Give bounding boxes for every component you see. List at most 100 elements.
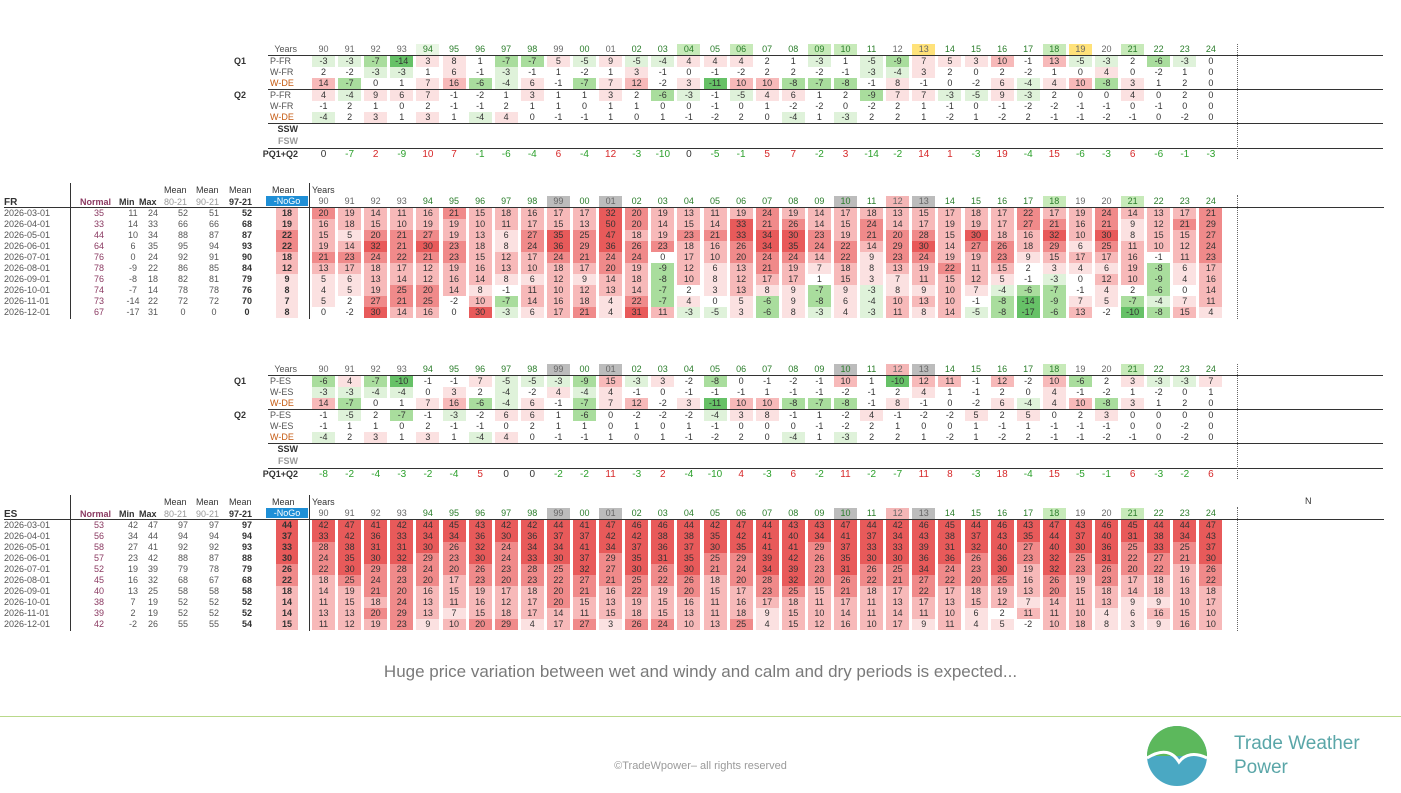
table-cell: 26: [860, 564, 884, 575]
table-cell: 42: [703, 520, 727, 531]
table-cell: 35: [703, 531, 727, 542]
table-cell: -8: [990, 296, 1014, 307]
row-value: 52: [208, 608, 219, 618]
pq-value: -6: [1154, 149, 1164, 160]
top-es-cell: -2: [781, 376, 805, 387]
table-cell: 18: [834, 263, 857, 274]
pq-value: 6: [1129, 149, 1136, 160]
col-head: Min: [119, 197, 135, 207]
top-fr-cell: 3: [416, 112, 440, 123]
table-cell: 12: [1095, 274, 1118, 285]
top-fr-cell: 2: [781, 67, 805, 78]
row-value: 44: [147, 531, 158, 541]
top-es-cell: 12: [625, 398, 649, 409]
table-cell: 42: [781, 553, 805, 564]
table-cell: 15: [1147, 230, 1171, 241]
top-es-cell: 1: [625, 421, 649, 432]
table-cell: 29: [494, 619, 518, 630]
ssw-label: SSW: [277, 124, 298, 134]
top-fr-cell: -4: [468, 112, 492, 123]
col-head: 90-21: [196, 197, 220, 207]
table-cell: 24: [938, 564, 962, 575]
table-cell: 18: [860, 208, 884, 219]
table-cell: 13: [364, 274, 388, 285]
table-cell: 25: [1121, 542, 1145, 553]
year-label: 19: [1075, 508, 1086, 518]
top-fr-cell: -2: [990, 112, 1014, 123]
table-cell: 41: [755, 542, 779, 553]
top-es-cell: 2: [1173, 398, 1197, 409]
top-es-cell: 1: [860, 376, 884, 387]
top-fr-cell: 6: [390, 90, 414, 101]
q1-label: Q1: [234, 376, 247, 386]
row-value: 56: [93, 531, 104, 541]
year-label: 09: [807, 44, 831, 55]
table-cell: 19: [625, 597, 649, 608]
table-cell: 22: [546, 575, 570, 586]
row-date: 2026-09-01: [4, 586, 51, 596]
top-es-cell: 1: [677, 421, 701, 432]
top-es-cell: -2: [938, 410, 962, 421]
year-label: 97: [501, 196, 512, 206]
table-cell: 24: [494, 542, 518, 553]
row-value: 33: [93, 219, 104, 229]
table-cell: 15: [599, 608, 623, 619]
pq-value: 5: [477, 469, 483, 480]
table-cell: 9: [416, 619, 440, 630]
year-label: 14: [944, 508, 955, 518]
table-cell: 19: [312, 241, 335, 252]
pq-value: -2: [867, 469, 877, 480]
row-date: 2026-03-01: [4, 208, 51, 218]
year-label: 07: [762, 364, 773, 374]
table-cell: 8: [860, 263, 884, 274]
table-cell: 9: [834, 285, 857, 296]
top-es-cell: -1: [807, 421, 831, 432]
table-cell: -8: [651, 274, 675, 285]
table-cell: 26: [990, 241, 1014, 252]
top-es-cell: -5: [338, 410, 362, 421]
table-cell: 11: [442, 597, 466, 608]
row-label: W-ES: [270, 421, 294, 431]
row-value: 25: [147, 586, 158, 596]
table-cell: 1: [807, 274, 831, 285]
table-cell: 37: [546, 531, 570, 542]
row-value: 52: [241, 597, 252, 607]
top-es-cell: 2: [990, 387, 1014, 398]
top-es-cell: -1: [807, 387, 831, 398]
row-value: 93: [241, 542, 252, 552]
col-head: Max: [139, 509, 157, 519]
table-cell: 4: [964, 619, 988, 630]
divider-q2: [268, 89, 1383, 90]
table-cell: 16: [1147, 608, 1171, 619]
top-es-cell: 2: [416, 421, 440, 432]
table-cell: 47: [338, 520, 362, 531]
top-es-cell: 2: [468, 387, 492, 398]
table-cell: 18: [1199, 586, 1223, 597]
top-fr-cell: -5: [964, 90, 988, 101]
top-fr-cell: -2: [338, 67, 362, 78]
top-es-cell: -2: [964, 398, 988, 409]
pq-value: -4: [580, 149, 589, 160]
table-cell: 20: [729, 252, 753, 263]
table-cell: 21: [573, 307, 596, 318]
table-cell: 12: [677, 263, 701, 274]
row-value: 31: [147, 307, 158, 317]
nogo-border: [309, 183, 310, 319]
table-cell: -3: [860, 307, 884, 318]
top-es-cell: 3: [651, 376, 675, 387]
table-cell: 14: [468, 274, 492, 285]
top-es-cell: 2: [338, 432, 362, 443]
top-fr-cell: 5: [938, 56, 962, 67]
table-cell: 19: [442, 230, 466, 241]
pq-value: 10: [422, 149, 434, 160]
table-cell: 13: [886, 208, 910, 219]
table-cell: 14: [442, 285, 466, 296]
table-cell: 15: [468, 252, 492, 263]
row-value: 67: [93, 307, 104, 317]
top-es-cell: -2: [1173, 432, 1197, 443]
table-cell: 20: [390, 586, 414, 597]
top-es-cell: 2: [1016, 432, 1040, 443]
row-value: 19: [147, 608, 158, 618]
table-cell: 5: [729, 296, 753, 307]
table-cell: 17: [938, 208, 962, 219]
